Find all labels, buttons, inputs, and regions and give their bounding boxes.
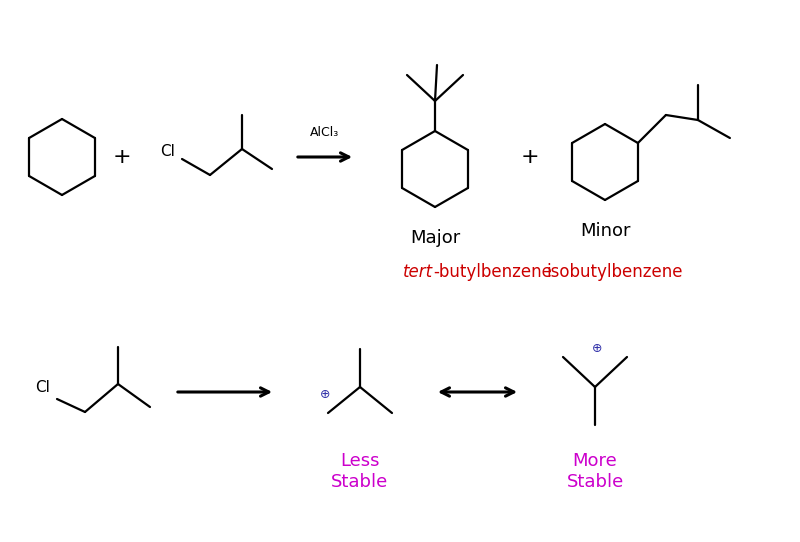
Text: $\oplus$: $\oplus$	[591, 343, 602, 356]
Text: Cl: Cl	[35, 379, 50, 395]
Text: tert: tert	[403, 263, 433, 281]
Text: +: +	[521, 147, 539, 167]
Text: isobutylbenzene: isobutylbenzene	[546, 263, 683, 281]
Text: More
Stable: More Stable	[566, 452, 624, 491]
Text: Minor: Minor	[580, 222, 630, 240]
Text: +: +	[113, 147, 131, 167]
Text: -butylbenzene: -butylbenzene	[433, 263, 552, 281]
Text: Cl: Cl	[160, 145, 175, 159]
Text: Less
Stable: Less Stable	[331, 452, 389, 491]
Text: AlCl₃: AlCl₃	[310, 126, 340, 139]
Text: Major: Major	[410, 229, 460, 247]
Text: $\oplus$: $\oplus$	[319, 389, 330, 402]
